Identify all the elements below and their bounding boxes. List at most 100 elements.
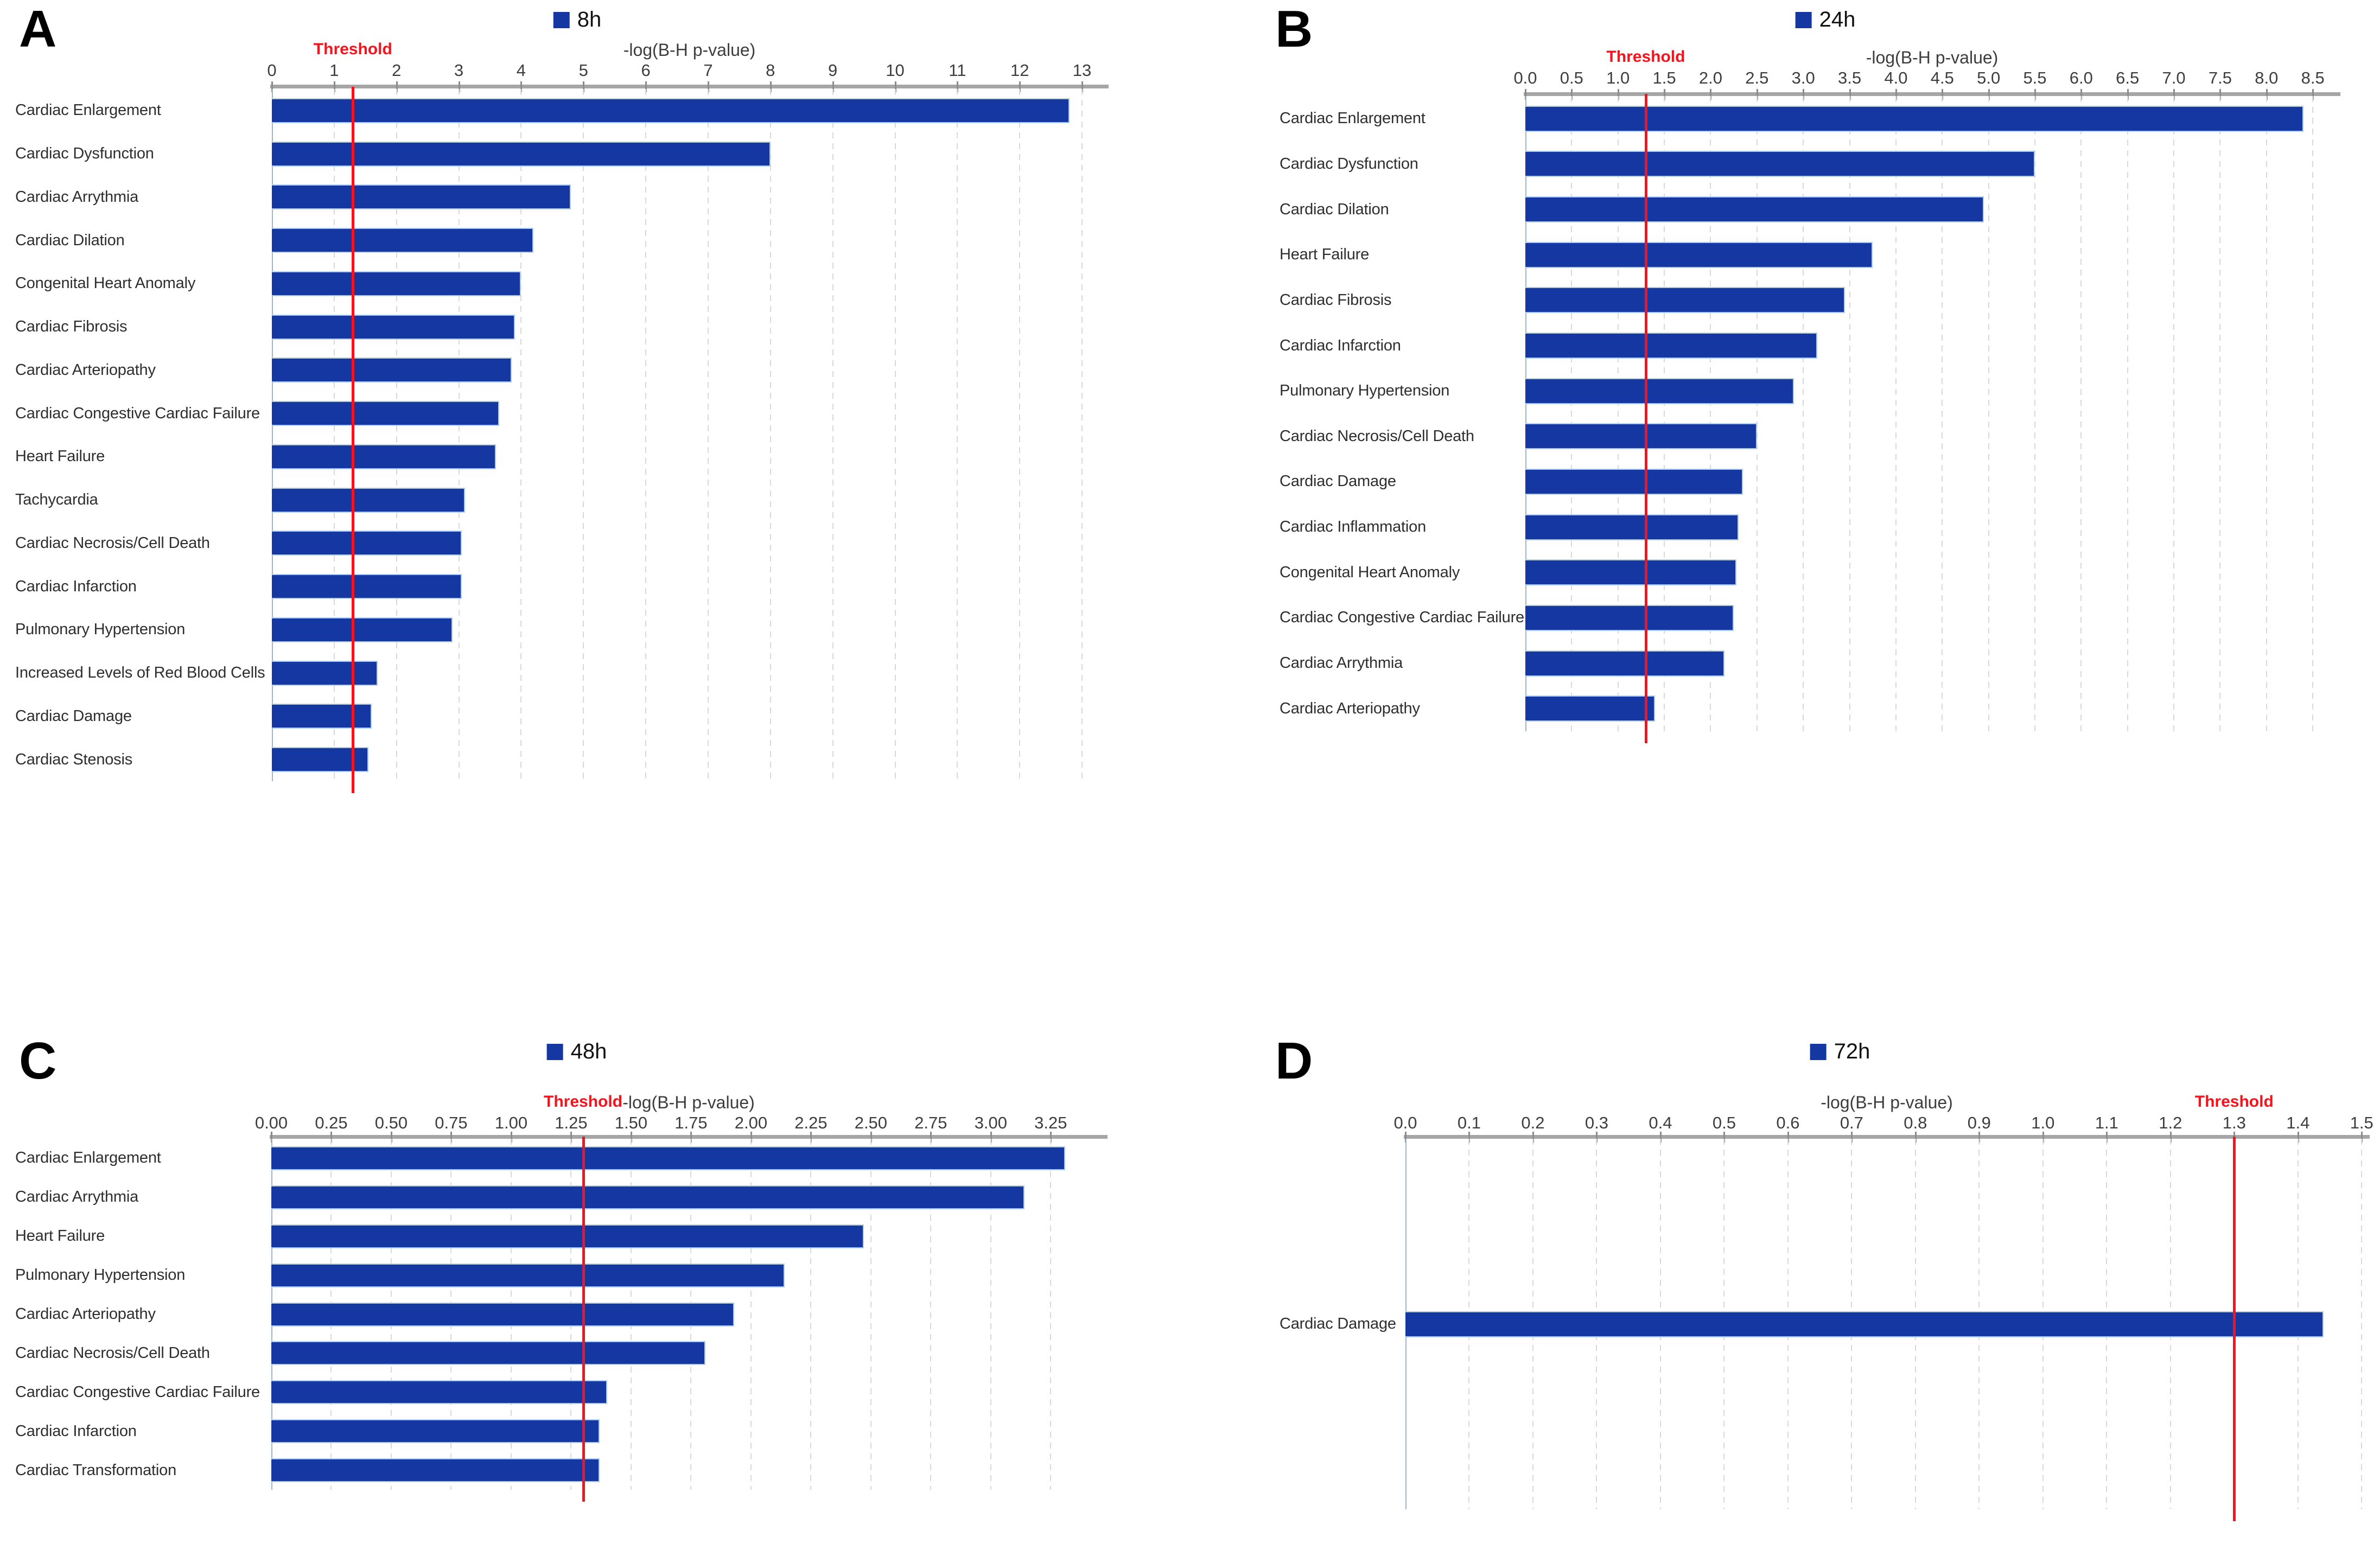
bar-cardiac-arrythmia: [1525, 650, 1725, 677]
bar-cardiac-infarction: [271, 1419, 600, 1444]
bar-cardiac-congestive-cardiac-failure: [1525, 604, 1734, 631]
category-label: Cardiac Arrythmia: [1280, 654, 1403, 672]
category-label: Cardiac Dilation: [1280, 200, 1389, 218]
category-labels: Cardiac Enlargement Cardiac Dysfunction Ca…: [15, 89, 266, 781]
x-tick-label: 5: [578, 61, 588, 80]
threshold-line: [2233, 1137, 2236, 1521]
gridline: [1942, 96, 1943, 731]
bar-pulmonary-hypertension: [271, 1263, 785, 1287]
bar-increased-levels-of-red-blood-cells: [272, 660, 378, 686]
bar-cardiac-arrythmia: [271, 1185, 1024, 1209]
category-label: Cardiac Dysfunction: [15, 145, 154, 163]
x-tick-mark: [1988, 89, 1990, 100]
plot-area: [1525, 94, 2339, 743]
x-tick-mark: [396, 81, 398, 92]
legend-label: 8h: [577, 8, 602, 31]
panel-letter: A: [19, 0, 57, 58]
x-tick-mark: [2297, 1132, 2299, 1143]
x-tick-mark: [583, 81, 585, 92]
gridline: [1664, 96, 1665, 731]
x-axis-title: -log(B-H p-value): [622, 1093, 755, 1112]
gridline: [870, 1139, 871, 1490]
category-label: Cardiac Infarction: [15, 577, 137, 595]
legend-swatch-icon: [553, 11, 570, 28]
category-label: Cardiac Transformation: [15, 1461, 176, 1479]
gridline: [1803, 96, 1804, 731]
y-axis-line: [272, 89, 273, 781]
x-tick-mark: [1659, 1132, 1662, 1143]
category-label: Cardiac Fibrosis: [15, 318, 128, 336]
category-label: Tachycardia: [15, 491, 98, 509]
x-tick-mark: [520, 81, 523, 92]
threshold-line: [582, 1137, 585, 1502]
x-tick-mark: [1050, 1132, 1052, 1143]
gridline: [2080, 96, 2082, 731]
x-tick-label: 0.3: [1584, 1113, 1608, 1132]
bar-congenital-heart-anomaly: [1525, 559, 1737, 586]
legend-label: 72h: [1834, 1039, 1870, 1063]
category-label: Cardiac Enlargement: [15, 1149, 161, 1167]
x-tick-mark: [1914, 1132, 1917, 1143]
x-axis-title: -log(B-H p-value): [623, 40, 756, 60]
x-tick-mark: [1596, 1132, 1598, 1143]
x-tick-mark: [2042, 1132, 2044, 1143]
x-tick-mark: [2169, 1132, 2172, 1143]
x-tick-label: 1.50: [614, 1113, 648, 1132]
x-tick-mark: [1849, 89, 1851, 100]
x-tick-mark: [1019, 81, 1021, 92]
bar-cardiac-congestive-cardiac-failure: [271, 1380, 607, 1405]
x-tick-mark: [645, 81, 647, 92]
category-label: Cardiac Necrosis/Cell Death: [1280, 427, 1474, 445]
x-tick-label: 5.0: [1977, 68, 2001, 87]
x-tick-mark: [1405, 1132, 1407, 1143]
category-label: Heart Failure: [15, 448, 105, 465]
x-tick-label: 4.0: [1884, 68, 1908, 87]
category-label: Cardiac Inflammation: [1280, 518, 1426, 536]
x-tick-label: 6.0: [2069, 68, 2093, 87]
legend: 48h: [546, 1039, 607, 1064]
y-axis-line: [1525, 96, 1526, 731]
x-tick-label: 0.6: [1776, 1113, 1800, 1132]
gridline: [990, 1139, 991, 1490]
x-tick-label: 3.5: [1837, 68, 1862, 87]
gridline: [1710, 96, 1711, 731]
gridline: [894, 89, 896, 781]
category-label: Increased Levels of Red Blood Cells: [15, 664, 265, 682]
x-tick-mark: [1851, 1132, 1853, 1143]
category-label: Pulmonary Hypertension: [15, 1266, 186, 1284]
gridline: [645, 89, 647, 781]
x-tick-mark: [2127, 89, 2129, 100]
gridline: [832, 89, 833, 781]
x-tick-label: 2.75: [914, 1113, 947, 1132]
x-tick-mark: [1942, 89, 1944, 100]
bar-cardiac-damage: [1525, 468, 1743, 495]
gridline: [707, 89, 709, 781]
x-tick-mark: [1803, 89, 1805, 100]
x-tick-label: 3.00: [974, 1113, 1008, 1132]
x-tick-mark: [894, 81, 896, 92]
x-tick-mark: [1532, 1132, 1534, 1143]
threshold-label: Threshold: [313, 40, 392, 58]
panel-letter: C: [19, 1032, 57, 1090]
gridline: [1081, 89, 1083, 781]
x-tick-label: 1.1: [2095, 1113, 2118, 1132]
category-label: Cardiac Congestive Cardiac Failure: [1280, 609, 1524, 627]
gridline: [930, 1139, 932, 1490]
x-tick-mark: [1617, 89, 1619, 100]
x-tick-mark: [690, 1132, 692, 1143]
panel-b: B 24h Threshold -log(B-H p-value) 0.0 0.5…: [1190, 0, 2380, 846]
bar-heart-failure: [271, 1224, 864, 1248]
x-axis-line: [1404, 1132, 2370, 1143]
plot-area: [1405, 1137, 2368, 1521]
x-tick-label: 1.4: [2286, 1113, 2310, 1132]
legend-label: 48h: [570, 1039, 607, 1063]
bar-cardiac-infarction: [1525, 333, 1817, 359]
category-label: Cardiac Arteriopathy: [15, 361, 156, 379]
x-tick-label: 9: [828, 61, 838, 80]
category-label: Heart Failure: [1280, 246, 1370, 264]
x-tick-label: 7.0: [2162, 68, 2186, 87]
category-label: Cardiac Infarction: [15, 1422, 137, 1440]
category-label: Cardiac Arteriopathy: [1280, 699, 1420, 717]
legend: 8h: [553, 8, 602, 32]
